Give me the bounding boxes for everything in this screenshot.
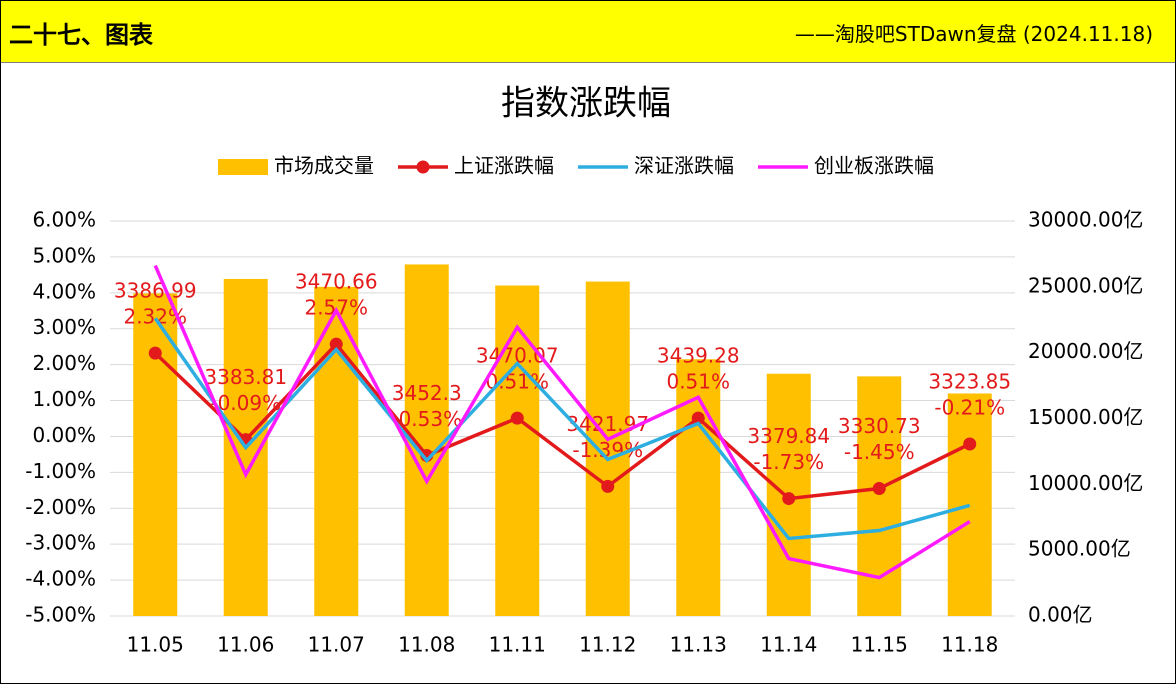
legend-label: 深证涨跌幅 — [634, 154, 734, 178]
data-label-close: 3421.97 — [566, 412, 649, 436]
header-source: ——淘股吧STDawn复盘 (2024.11.18) — [794, 22, 1153, 46]
marker — [601, 479, 615, 493]
line — [153, 264, 971, 580]
bar — [676, 359, 721, 616]
data-label: -0.53% — [391, 407, 462, 431]
data-label-close: 3383.81 — [204, 365, 287, 389]
data-label: -0.21% — [934, 395, 1005, 419]
data-label-close: 3330.73 — [838, 414, 921, 438]
y2-tick-label: 25000.00亿 — [1028, 273, 1143, 297]
y-tick-label: -5.00% — [25, 603, 96, 627]
y2-tick-label: 20000.00亿 — [1028, 339, 1143, 363]
data-label: 0.51% — [666, 370, 730, 394]
y-tick-label: 3.00% — [32, 315, 96, 339]
marker — [510, 411, 524, 425]
bar — [495, 285, 540, 616]
y2-tick-label: 15000.00亿 — [1028, 405, 1143, 429]
y-tick-label: 4.00% — [32, 279, 96, 303]
marker — [782, 492, 796, 506]
y-tick-label: 6.00% — [32, 208, 96, 232]
y-tick-label: 2.00% — [32, 351, 96, 375]
bar — [585, 281, 630, 616]
x-tick-label: 11.18 — [941, 633, 998, 657]
data-label-close: 3323.85 — [928, 369, 1011, 393]
marker — [148, 346, 162, 360]
data-label: -1.73% — [753, 450, 824, 474]
y-tick-label: -2.00% — [25, 495, 96, 519]
bar — [857, 376, 902, 616]
header-title: 二十七、图表 — [9, 21, 153, 49]
marker — [872, 482, 886, 496]
y-tick-label: -1.00% — [25, 459, 96, 483]
legend-label: 市场成交量 — [274, 154, 374, 178]
x-tick-label: 11.08 — [398, 633, 455, 657]
data-label-close: 3470.66 — [295, 270, 378, 294]
legend-label: 上证涨跌幅 — [454, 154, 554, 178]
x-tick-label: 11.06 — [217, 633, 274, 657]
data-label: 0.51% — [485, 370, 549, 394]
y-tick-label: 5.00% — [32, 243, 96, 267]
chart-title: 指数涨跌幅 — [501, 84, 671, 124]
y2-tick-label: 30000.00亿 — [1028, 208, 1143, 232]
data-label-close: 3439.28 — [657, 344, 740, 368]
legend-swatch — [218, 159, 268, 175]
y2-tick-label: 5000.00亿 — [1028, 537, 1131, 561]
marker — [691, 411, 705, 425]
legend-label: 创业板涨跌幅 — [814, 154, 934, 178]
x-tick-label: 11.07 — [308, 633, 365, 657]
line — [153, 317, 971, 541]
legend-marker — [416, 160, 430, 174]
y-tick-label: 0.00% — [32, 423, 96, 447]
y2-tick-label: 0.00亿 — [1028, 603, 1093, 627]
bar — [947, 393, 992, 616]
marker — [963, 437, 977, 451]
header: 二十七、图表 ——淘股吧STDawn复盘 (2024.11.18) — [0, 0, 1176, 64]
data-label-close: 3386.99 — [114, 279, 197, 303]
marker — [329, 337, 343, 351]
x-tick-label: 11.05 — [127, 633, 184, 657]
y-tick-label: 1.00% — [32, 387, 96, 411]
x-tick-label: 11.13 — [670, 633, 727, 657]
y-tick-label: -3.00% — [25, 531, 96, 555]
x-tick-label: 11.11 — [489, 633, 546, 657]
data-label: -1.45% — [844, 440, 915, 464]
x-tick-label: 11.12 — [579, 633, 636, 657]
chart: 指数涨跌幅 6.00% 5.00% 4.00% 3.00% 2.00% 1.00% 0.00… — [0, 62, 1176, 684]
y2-tick-label: 10000.00亿 — [1028, 471, 1143, 495]
data-label-close: 3379.84 — [747, 424, 830, 448]
y-tick-label: -4.00% — [25, 567, 96, 591]
x-tick-label: 11.15 — [851, 633, 908, 657]
x-tick-label: 11.14 — [760, 633, 817, 657]
data-label-close: 3452.3 — [392, 381, 462, 405]
